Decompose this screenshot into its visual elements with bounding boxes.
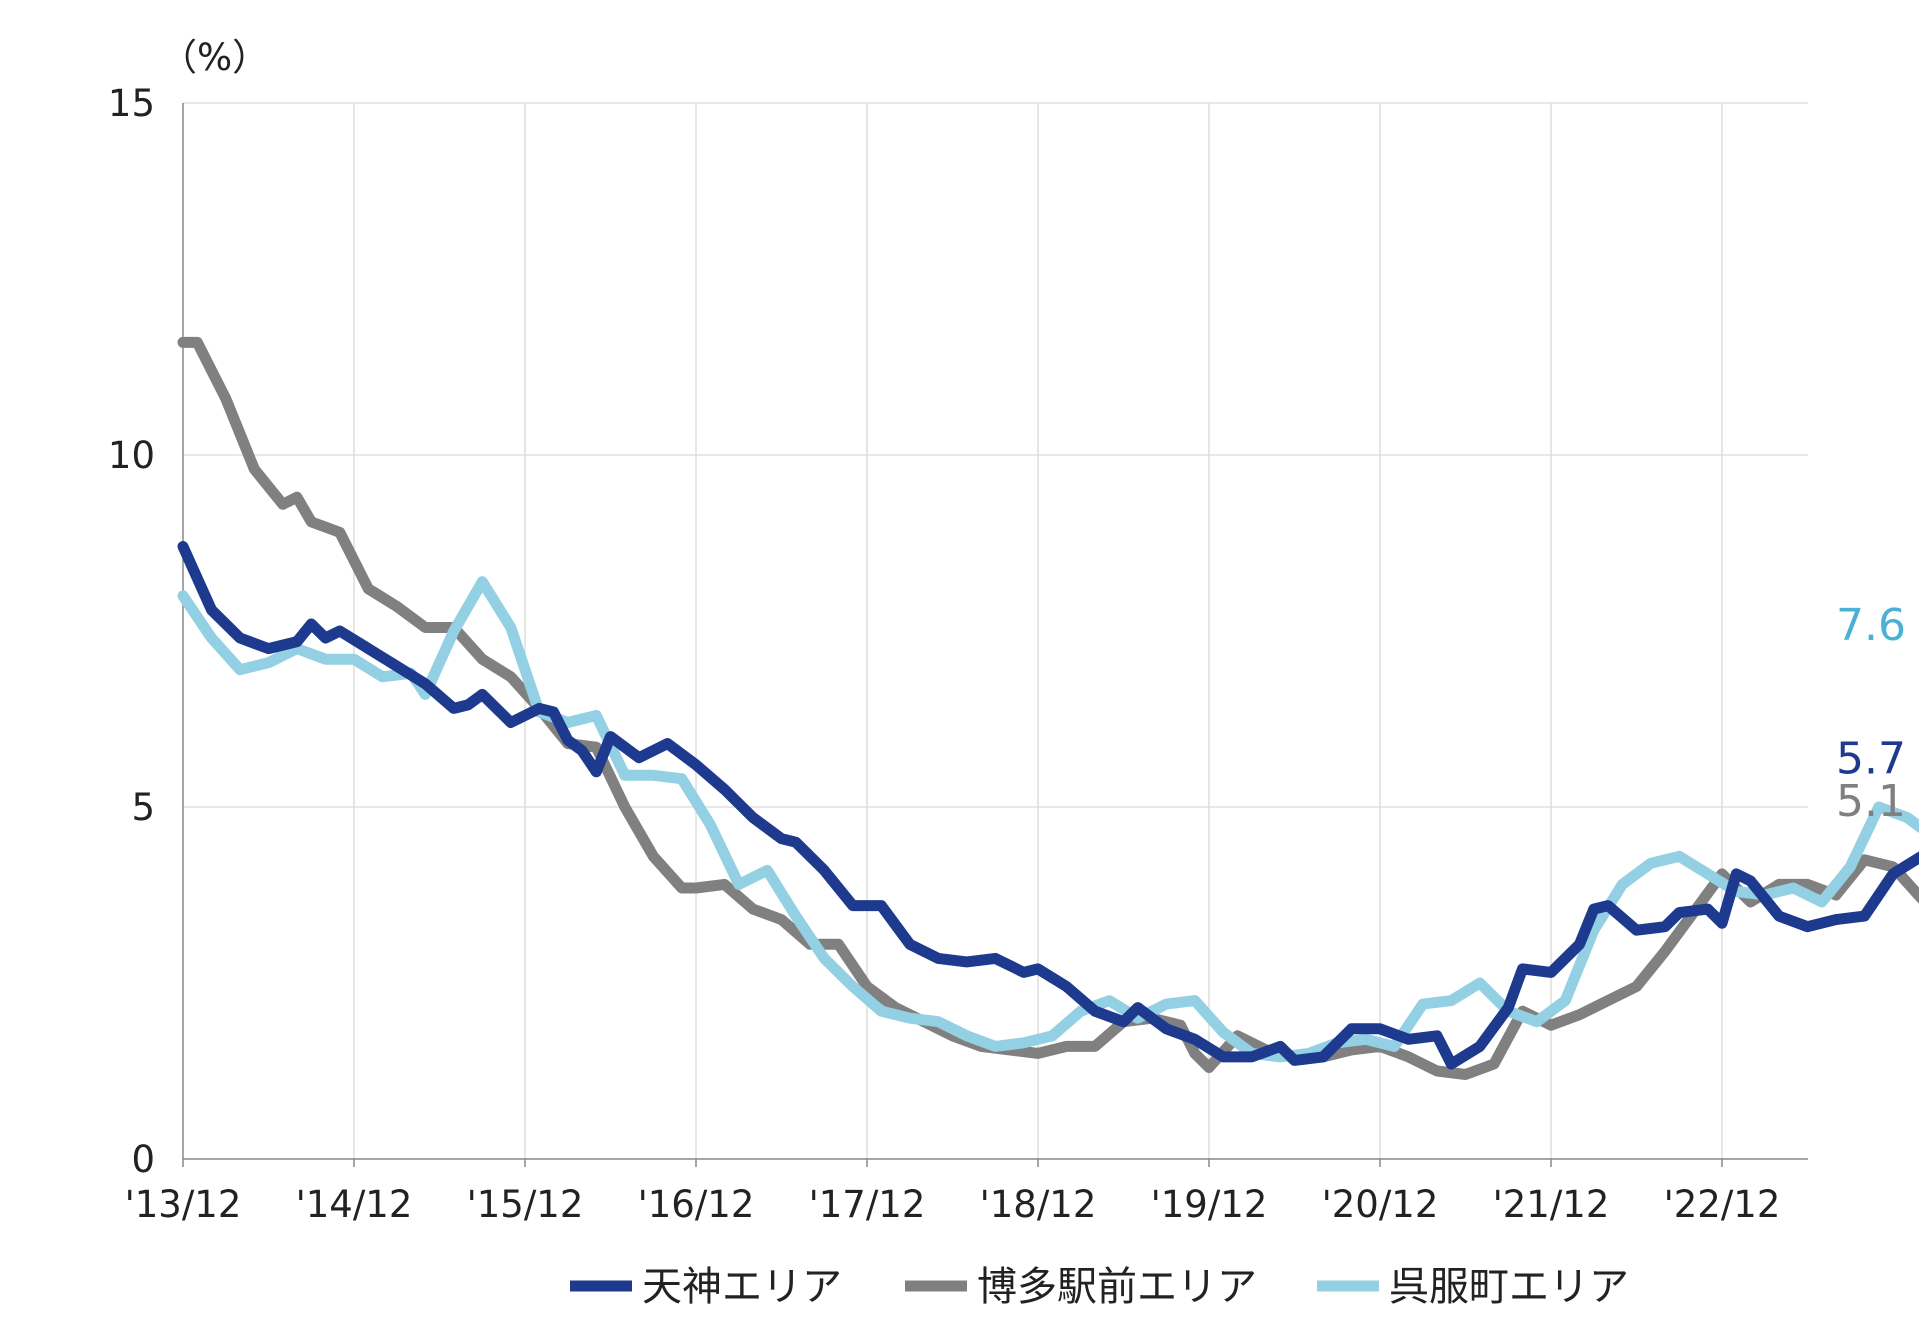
y-tick-label: 15 [108,82,155,125]
x-tick-label: '13/12 [125,1183,242,1226]
series-line-2 [177,336,1919,1080]
axes: 0 5 10 15 '13/12 '14/12 '15/12 '16/12 '17/12 '18/… [108,82,1808,1226]
y-tick-label: 5 [131,786,155,829]
grid-lines [183,102,1808,1159]
end-value-label: 7.6 [1836,600,1906,651]
x-tick-label: '15/12 [467,1183,584,1226]
legend-label: 博多駅前エリア [977,1264,1257,1310]
legend: 天神エリア 博多駅前エリア 呉服町エリア [570,1264,1629,1310]
y-tick-label: 10 [108,434,155,477]
end-value-label: 5.7 [1836,734,1906,785]
end-value-label: 5.1 [1836,776,1906,827]
legend-label: 天神エリア [642,1264,842,1310]
x-tick-label: '19/12 [1151,1183,1268,1226]
legend-label: 呉服町エリア [1389,1264,1629,1310]
end-value-labels: 5.75.1 7.6 [1836,600,1906,827]
x-tick-label: '17/12 [809,1183,926,1226]
x-tick-label: '21/12 [1493,1183,1610,1226]
series-line-1 [177,541,1919,1070]
x-tick-label: '22/12 [1664,1183,1781,1226]
x-tick-label: '16/12 [638,1183,755,1226]
x-tick-label: '20/12 [1322,1183,1439,1226]
y-tick-label: 0 [131,1138,155,1181]
x-tick-label: '18/12 [980,1183,1097,1226]
series-lines [177,336,1919,1080]
y-axis-unit-label: （%） [160,36,269,79]
x-tick-label: '14/12 [296,1183,413,1226]
series-line-3 [177,576,1919,1063]
